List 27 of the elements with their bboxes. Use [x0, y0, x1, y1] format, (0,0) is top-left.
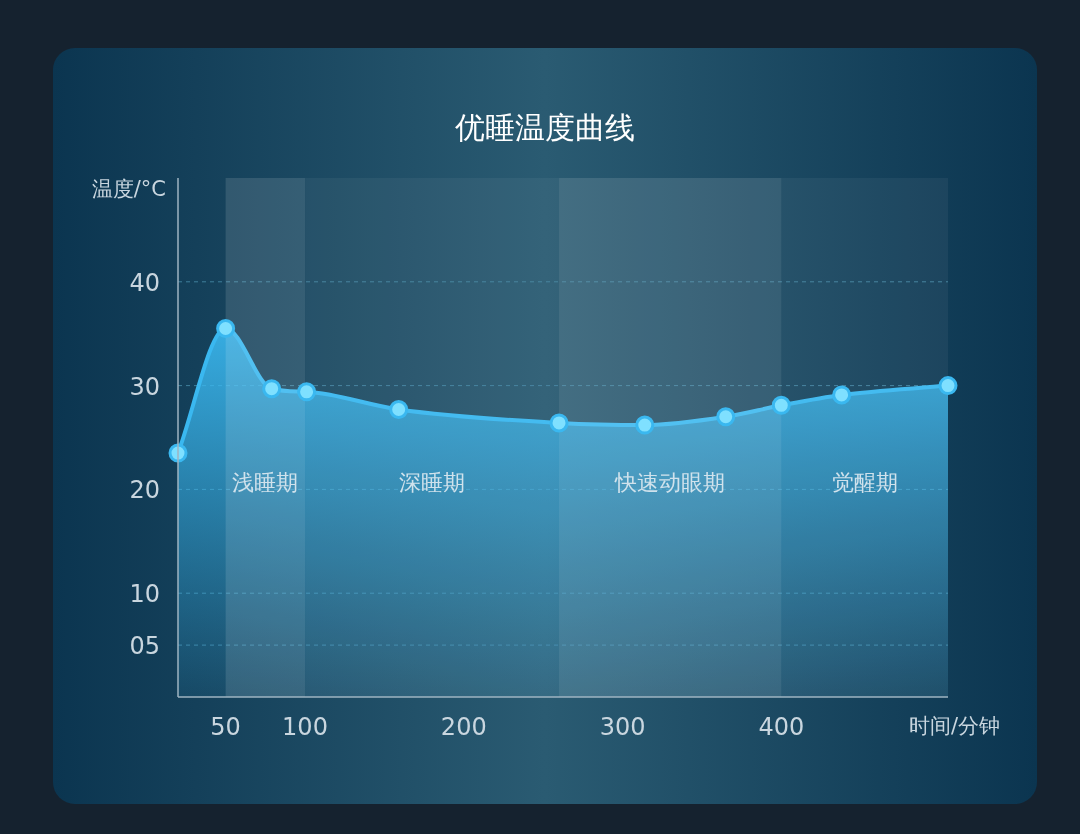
chart-title: 优睡温度曲线: [455, 110, 635, 145]
y-tick-label: 30: [129, 372, 160, 401]
point: [549, 413, 569, 433]
y-tick-label: 40: [129, 268, 160, 297]
band-label: 浅睡期: [232, 470, 299, 495]
y-tick-label: 05: [129, 632, 160, 661]
point: [297, 382, 317, 402]
x-tick-label: 100: [282, 713, 328, 741]
x-tick-label: 200: [440, 713, 487, 741]
x-tick-label: 50: [210, 713, 241, 741]
point: [389, 399, 409, 419]
y-axis-title: 温度/°C: [91, 177, 166, 201]
point: [262, 379, 282, 399]
y-tick-label: 10: [129, 580, 160, 609]
point: [716, 407, 736, 427]
x-axis-title: 时间/分钟: [908, 714, 1000, 738]
band-label: 快速动眼期: [614, 470, 726, 495]
x-tick-label: 400: [758, 713, 805, 741]
point: [216, 319, 236, 339]
band-label: 深睡期: [399, 470, 466, 495]
point: [938, 376, 958, 396]
point: [635, 415, 655, 435]
point: [832, 385, 852, 405]
x-tick-label: 300: [599, 713, 646, 741]
band-label: 觉醒期: [831, 470, 898, 495]
y-tick-label: 20: [129, 476, 160, 505]
point: [771, 395, 791, 415]
